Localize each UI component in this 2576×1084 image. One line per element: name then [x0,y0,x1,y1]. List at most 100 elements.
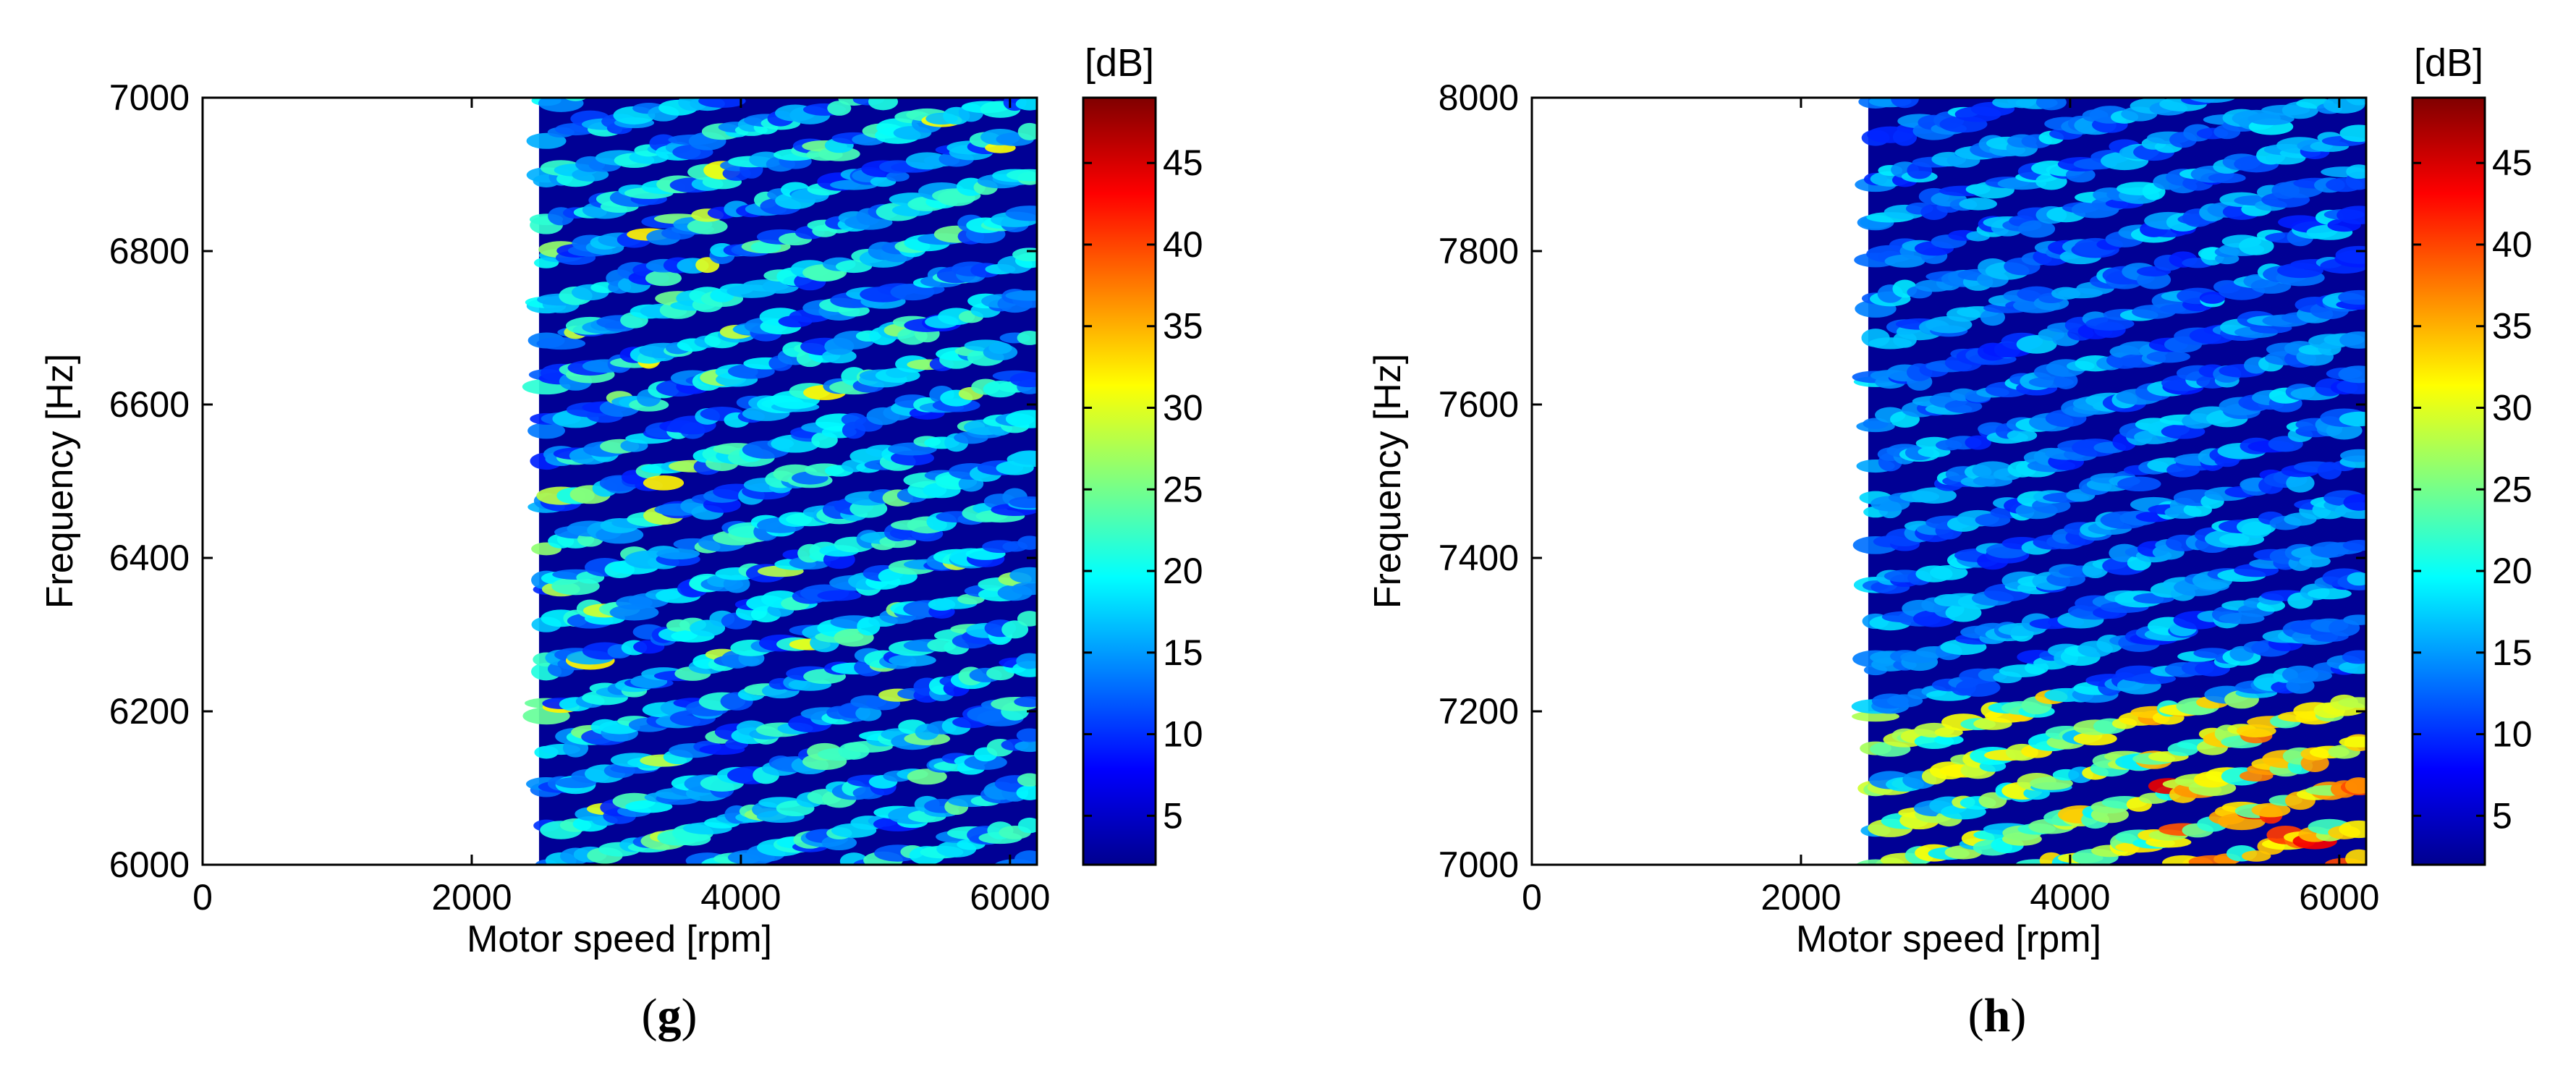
panel-label-h: (h) [1968,989,2027,1042]
colorbar-tick-label: 5 [1163,795,1183,836]
colorbar-tick-label: 25 [1163,469,1203,509]
colorbar-ticks-h: 5 10 15 20 25 30 35 40 45 [2412,143,2533,836]
spectrogram-blob [855,706,882,721]
spectrogram-blob [1014,740,1037,753]
spectrogram-blob [1891,98,1919,109]
colorbar-tick-label: 40 [2492,224,2533,265]
spectrogram-blob [2342,540,2366,551]
panel-label-g: (g) [642,989,698,1042]
spectrogram-blob [698,98,746,108]
spectrogram-blob [886,171,910,182]
x-tick-label: 4000 [2030,877,2110,918]
spectrogram-g [522,98,1037,865]
spectrogram-blob [2338,661,2366,674]
spectrogram-blob [528,422,565,439]
colorbar-tick-label: 10 [1163,714,1203,755]
spectrogram-blob [2208,172,2246,184]
spectrogram-blob [835,260,873,274]
x-tick-label: 0 [1522,877,1542,918]
spectrogram-blob [1930,564,1968,580]
spectrogram-blob [1014,696,1037,708]
spectrogram-blob [907,768,947,785]
spectrogram-blob [2338,697,2366,708]
y-axis-label-g: Frequency [Hz] [39,354,81,609]
y-tick-label: 7400 [1439,538,1519,578]
y-tick-label: 8000 [1439,77,1519,118]
spectrogram-blob [2339,331,2366,349]
y-tick-label: 6000 [109,844,190,885]
spectrogram-blob [1017,773,1037,787]
spectrogram-blob [538,98,584,112]
spectrogram-blob [2339,736,2366,748]
spectrogram-blob [1010,450,1037,465]
y-tick-label: 7800 [1439,231,1519,271]
spectrogram-blob [817,590,862,601]
spectrogram-blob [1006,169,1037,182]
colorbar-tick-label: 45 [1163,143,1203,183]
colorbar-tick-label: 15 [2492,632,2533,673]
spectrogram-blob [2338,365,2366,384]
y-tick-label: 7600 [1439,384,1519,425]
spectrogram-blob [988,342,1012,355]
spectrogram-blob [1933,734,1964,745]
spectrogram-blob [2343,494,2366,511]
spectrogram-blob [656,548,700,560]
x-tick-label: 4000 [700,877,781,918]
spectrogram-blob [1965,435,1991,450]
spectrogram-blob [2018,220,2056,238]
colorbar-tick-label: 20 [2492,551,2533,591]
spectrogram-blob [2286,473,2315,493]
spectrogram-blob [1005,290,1037,301]
spectrogram-blob [1016,728,1037,742]
spectrogram-blob [2189,98,2236,103]
spectrogram-blob [2073,732,2117,746]
colorbar-unit-g: [dB] [1085,41,1154,85]
spectrogram-blob [1955,678,2001,697]
panel-g: 0 2000 4000 6000 6000 6200 6400 6600 6800 7000 M… [39,41,1203,1042]
colorbar-tick-label: 5 [2492,795,2512,836]
spectrogram-blob [645,270,682,287]
colorbar-tick-label: 25 [2492,469,2533,509]
spectrogram-blob [2065,167,2096,183]
x-tick-label: 6000 [970,877,1050,918]
spectrogram-blob [2247,112,2295,125]
colorbar-tick-label: 35 [1163,306,1203,347]
spectrogram-blob [2339,124,2366,143]
colorbar-tick-label: 15 [1163,632,1203,673]
spectrogram-blob [1017,817,1037,834]
spectrogram-blob [1959,198,1997,211]
y-tick-label: 6400 [109,538,190,578]
y-tick-label: 6600 [109,384,190,425]
spectrogram-blob [1017,330,1037,345]
x-axis-g: 0 2000 4000 6000 [192,98,1050,918]
spectrogram-blob [1912,487,1957,504]
spectrogram-blob [889,653,936,667]
spectrogram-blob [1001,620,1029,639]
colorbar-tick-label: 20 [1163,551,1203,591]
colorbar-ticks-g: 5 10 15 20 25 30 35 40 45 [1083,143,1203,836]
spectrogram-blob [536,337,586,350]
spectrogram-blob [2199,292,2226,304]
plot-frame-g [201,96,1038,866]
colorbar-tick-label: 35 [2492,306,2533,347]
spectrogram-blob [1852,711,1899,722]
x-tick-label: 2000 [431,877,512,918]
y-tick-label: 6800 [109,231,190,271]
spectrogram-blob [2336,206,2366,225]
x-tick-label: 2000 [1761,877,1841,918]
panel-h: 0 2000 4000 6000 7000 7200 7400 7600 7800 8000 M… [1367,41,2533,1042]
spectrogram-blob [2007,429,2038,442]
spectrogram-blob [868,98,899,111]
spectrogram-blob [2345,98,2366,106]
spectrogram-blob [2338,289,2366,305]
plot-frame-h [1530,96,2368,866]
colorbar-unit-h: [dB] [2414,41,2483,85]
y-axis-g: 6000 6200 6400 6600 6800 7000 [109,77,1037,885]
colorbar-tick-label: 30 [2492,388,2533,428]
spectrogram-blob [625,800,673,813]
spectrogram-blob [1016,653,1037,669]
spectrogram-blob [2344,777,2366,795]
spectrogram-blob [2342,650,2366,664]
spectrogram-blob [687,219,728,234]
spectrogram-blob [609,604,659,621]
